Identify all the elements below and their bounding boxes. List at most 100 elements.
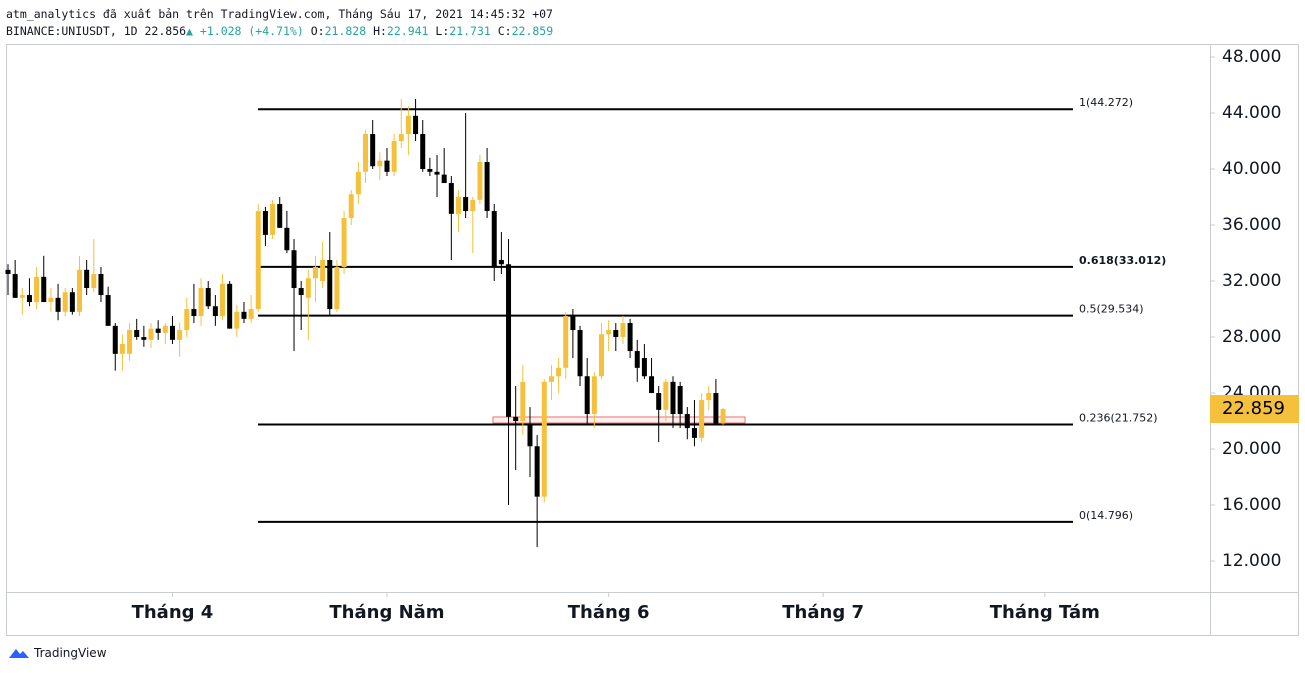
- candle-body: [448, 183, 454, 214]
- candle-body: [455, 197, 461, 214]
- candle-body: [127, 330, 133, 354]
- candle-body: [91, 274, 97, 289]
- zone: [492, 416, 746, 424]
- y-tick-label: 48.000: [1222, 47, 1281, 67]
- candle-body: [699, 400, 705, 438]
- candle-body: [556, 367, 562, 377]
- candle-body: [341, 218, 347, 268]
- fib-label: 0.5(29.534): [1079, 303, 1144, 316]
- change: +1.028 (+4.71%): [199, 24, 304, 38]
- candle-body: [506, 264, 512, 417]
- candle-body: [713, 393, 719, 424]
- y-tick-label: 44.000: [1222, 103, 1281, 123]
- candle-body: [105, 295, 111, 326]
- candle-body: [134, 330, 140, 338]
- candle-body: [641, 358, 647, 377]
- h-value: 22.941: [386, 24, 429, 38]
- h-key: H:: [373, 24, 387, 38]
- candle-body: [112, 325, 118, 354]
- candle-body: [570, 316, 576, 331]
- candle-body: [606, 330, 612, 335]
- candle-body: [706, 393, 712, 401]
- y-tick-label: 32.000: [1222, 271, 1281, 291]
- candle-body: [677, 386, 683, 415]
- candle-body: [41, 276, 47, 303]
- candle-body: [284, 227, 290, 251]
- candle-body: [227, 283, 233, 329]
- chart-frame: [6, 44, 1299, 636]
- logo: [9, 649, 29, 658]
- x-tick-label: Tháng 7: [782, 602, 864, 623]
- candle-body: [270, 204, 276, 235]
- candle-body: [234, 311, 240, 329]
- fib-label: 0.618(33.012): [1079, 254, 1166, 267]
- candle-body: [391, 141, 397, 172]
- candle-body: [463, 197, 469, 212]
- candle-body: [55, 297, 61, 312]
- candle-body: [720, 409, 726, 424]
- candle-body: [548, 376, 554, 382]
- ohlc-line: BINANCE:UNIUSDT, 1D 22.856▲ +1.028 (+4.7…: [6, 23, 553, 40]
- candle-body: [684, 414, 690, 429]
- candle-body: [584, 376, 590, 415]
- candle-body: [370, 134, 376, 167]
- candle-body: [48, 297, 54, 303]
- candle-body: [534, 446, 540, 497]
- candle-body: [527, 423, 533, 447]
- candle-body: [498, 260, 504, 265]
- candle-body: [212, 306, 218, 317]
- last: 22.856: [144, 24, 187, 38]
- brand: TradingView: [34, 646, 107, 660]
- candle-body: [77, 269, 83, 312]
- fib-label: 0.236(21.752): [1079, 412, 1158, 425]
- candle-body: [363, 134, 369, 172]
- candle-body: [248, 309, 254, 319]
- candle-body: [355, 171, 361, 195]
- candle-body: [413, 115, 419, 135]
- l-key: L:: [435, 24, 450, 38]
- candle-body: [577, 330, 583, 377]
- candle-body: [420, 134, 426, 170]
- candle-body: [298, 288, 304, 296]
- candle-body: [398, 134, 404, 142]
- candle-body: [663, 381, 669, 410]
- candle-body: [62, 292, 68, 312]
- y-tick-label: 28.000: [1222, 327, 1281, 347]
- last-price-box: [1210, 395, 1299, 424]
- candle-body: [377, 160, 383, 167]
- y-tick-label: 12.000: [1222, 551, 1281, 571]
- y-tick-label: 40.000: [1222, 159, 1281, 179]
- candle-body: [627, 323, 633, 352]
- publish-line: atm_analytics đã xuất bản trên TradingVi…: [6, 7, 553, 21]
- candle-body: [198, 288, 204, 317]
- y-tick-label: 16.000: [1222, 495, 1281, 515]
- candle-body: [291, 250, 297, 289]
- candle-body: [634, 351, 640, 368]
- candle-body: [69, 292, 75, 312]
- header: atm_analytics đã xuất bản trên TradingVi…: [6, 6, 553, 40]
- candle-body: [220, 283, 226, 317]
- c-key: C:: [497, 24, 512, 38]
- candle-body: [12, 274, 18, 298]
- candle-body: [598, 334, 604, 377]
- candle-body: [656, 393, 662, 410]
- x-tick-label: Tháng Năm: [329, 602, 444, 623]
- candle-body: [26, 295, 32, 303]
- candle-body: [348, 194, 354, 219]
- candle-body: [262, 211, 268, 235]
- candle-body: [162, 325, 168, 333]
- last-price-label: 22.859: [1222, 398, 1285, 419]
- footer: TradingView: [8, 646, 107, 660]
- candle-body: [620, 323, 626, 338]
- candle-body: [277, 204, 283, 228]
- candle-body: [691, 428, 697, 438]
- candle-body: [320, 260, 326, 282]
- candle-body: [184, 309, 190, 331]
- symbol: BINANCE:UNIUSDT, 1D: [6, 24, 138, 38]
- candle-body: [327, 260, 333, 310]
- candle-body: [541, 381, 547, 497]
- candle-body: [334, 267, 340, 310]
- candle-body: [141, 337, 147, 340]
